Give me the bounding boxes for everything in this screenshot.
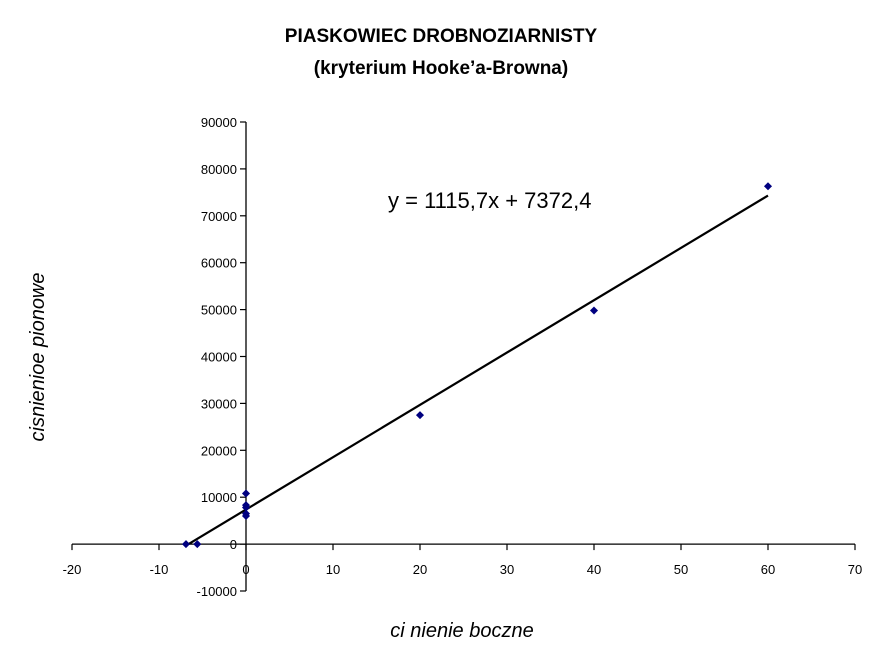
y-tick-label: 10000 (201, 490, 237, 505)
chart-subtitle: (kryterium Hooke’a-Browna) (314, 58, 568, 79)
y-tick-label: 30000 (201, 396, 237, 411)
y-tick-label: 50000 (201, 303, 237, 318)
y-tick-label: 70000 (201, 209, 237, 224)
data-point (763, 182, 773, 191)
x-tick-label: -20 (63, 562, 82, 577)
trendline (188, 194, 769, 546)
y-tick-label: 60000 (201, 256, 237, 271)
x-tick-label: 30 (500, 562, 514, 577)
y-axis-ticks: -100000100002000030000400005000060000700… (197, 115, 246, 599)
x-tick-label: 60 (761, 562, 775, 577)
y-tick-label: 40000 (201, 350, 237, 365)
data-point (415, 411, 425, 420)
data-points (181, 182, 773, 549)
y-tick-label: 80000 (201, 162, 237, 177)
x-tick-label: 40 (587, 562, 601, 577)
x-tick-label: 70 (848, 562, 862, 577)
x-tick-label: 20 (413, 562, 427, 577)
y-tick-label: 20000 (201, 443, 237, 458)
chart-title: PIASKOWIEC DROBNOZIARNISTY (285, 26, 598, 47)
data-point (241, 489, 251, 498)
x-tick-label: 10 (326, 562, 340, 577)
x-axis-label: ci nienie boczne (390, 620, 533, 642)
y-tick-label: 90000 (201, 115, 237, 130)
x-tick-label: -10 (150, 562, 169, 577)
data-point (193, 540, 202, 549)
trendline-equation: y = 1115,7x + 7372,4 (388, 188, 591, 213)
y-tick-label: -10000 (197, 584, 237, 599)
data-point (241, 509, 251, 518)
x-tick-label: 50 (674, 562, 688, 577)
data-point (589, 306, 599, 315)
data-point (181, 540, 190, 549)
x-axis-ticks: -20-10010203040506070 (63, 544, 862, 577)
data-point (241, 501, 251, 510)
y-axis-label: cisnienioe pionowe (27, 272, 49, 441)
